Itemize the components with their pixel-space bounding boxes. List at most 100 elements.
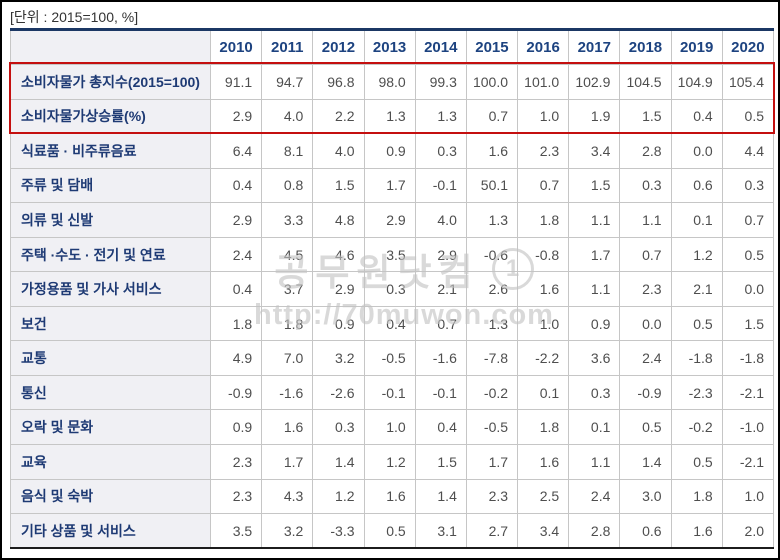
value-cell: -1.6 xyxy=(261,374,314,411)
value-cell: 0.3 xyxy=(414,133,467,169)
value-cell: 4.0 xyxy=(261,98,314,135)
value-cell: 0.1 xyxy=(670,202,723,238)
header-year-2016: 2016 xyxy=(517,29,570,65)
value-cell: 1.4 xyxy=(414,478,467,515)
value-cell: 0.3 xyxy=(619,167,672,204)
value-cell: 0.1 xyxy=(517,374,570,411)
value-cell: -0.9 xyxy=(619,374,672,411)
value-cell: 1.0 xyxy=(517,305,570,342)
value-cell: 2.8 xyxy=(619,133,672,169)
table-row: 교육 2.3 1.7 1.4 1.2 1.5 1.7 1.6 1.1 1.4 0.5 -2.1 xyxy=(10,444,775,480)
header-year-2013: 2013 xyxy=(363,29,416,65)
value-cell: 0.5 xyxy=(670,444,723,480)
value-cell: -0.9 xyxy=(209,374,263,411)
value-cell: 1.8 xyxy=(517,409,570,446)
header-year-2019: 2019 xyxy=(670,29,723,65)
value-cell: 0.9 xyxy=(568,305,621,342)
value-cell: 4.6 xyxy=(312,236,365,273)
value-cell: 2.6 xyxy=(465,271,519,307)
value-cell: 1.1 xyxy=(568,444,621,480)
value-cell: 2.4 xyxy=(619,340,672,376)
value-cell: 2.5 xyxy=(517,478,570,515)
value-cell: 1.4 xyxy=(619,444,672,480)
value-cell: 4.8 xyxy=(312,202,365,238)
value-cell: 2.7 xyxy=(465,513,519,549)
row-label: 식료품 · 비주류음료 xyxy=(10,133,211,169)
value-cell: 1.6 xyxy=(517,271,570,307)
value-cell: 0.8 xyxy=(261,167,314,204)
table-row: 보건 1.8 1.8 0.9 0.4 0.7 1.3 1.0 0.9 0.0 0.5 1.5 xyxy=(10,305,775,342)
value-cell: -0.2 xyxy=(465,374,519,411)
value-cell: -0.6 xyxy=(465,236,519,273)
row-label: 소비자물가 총지수(2015=100) xyxy=(10,64,211,100)
value-cell: 1.3 xyxy=(414,98,467,135)
value-cell: 1.7 xyxy=(261,444,314,480)
value-cell: 102.9 xyxy=(568,64,621,100)
value-cell: 0.5 xyxy=(721,236,775,273)
cpi-table: 2010 2011 2012 2013 2014 2015 2016 2017 2018 2019… xyxy=(10,28,775,550)
value-cell: 3.6 xyxy=(568,340,621,376)
row-label: 소비자물가상승률(%) xyxy=(10,98,211,135)
value-cell: 4.3 xyxy=(261,478,314,515)
value-cell: 0.3 xyxy=(721,167,775,204)
row-label: 통신 xyxy=(10,374,211,411)
row-label: 주택 ·수도 · 전기 및 연료 xyxy=(10,236,211,273)
value-cell: -7.8 xyxy=(465,340,519,376)
value-cell: 91.1 xyxy=(209,64,263,100)
unit-note: [단위 : 2015=100, %] xyxy=(10,9,139,25)
value-cell: -2.3 xyxy=(670,374,723,411)
value-cell: 0.5 xyxy=(619,409,672,446)
value-cell: 0.0 xyxy=(721,271,775,307)
value-cell: 2.2 xyxy=(312,98,365,135)
value-cell: 104.9 xyxy=(670,64,723,100)
value-cell: 2.0 xyxy=(721,513,775,549)
value-cell: 2.9 xyxy=(363,202,416,238)
value-cell: 3.1 xyxy=(414,513,467,549)
value-cell: -0.2 xyxy=(670,409,723,446)
value-cell: -1.6 xyxy=(414,340,467,376)
value-cell: 0.6 xyxy=(619,513,672,549)
value-cell: 0.0 xyxy=(670,133,723,169)
value-cell: 4.9 xyxy=(209,340,263,376)
value-cell: 105.4 xyxy=(721,64,775,100)
value-cell: -2.1 xyxy=(721,444,775,480)
value-cell: 2.9 xyxy=(312,271,365,307)
value-cell: 1.3 xyxy=(465,305,519,342)
value-cell: 0.5 xyxy=(721,98,775,135)
table-row: 음식 및 숙박 2.3 4.3 1.2 1.6 1.4 2.3 2.5 2.4 3.0 1.8 1.0 xyxy=(10,478,775,515)
value-cell: 2.1 xyxy=(414,271,467,307)
value-cell: 1.2 xyxy=(670,236,723,273)
value-cell: 1.7 xyxy=(568,236,621,273)
value-cell: 1.5 xyxy=(312,167,365,204)
value-cell: 2.4 xyxy=(568,478,621,515)
value-cell: 0.9 xyxy=(209,409,263,446)
row-label: 주류 및 담배 xyxy=(10,167,211,204)
value-cell: 1.6 xyxy=(261,409,314,446)
value-cell: 2.9 xyxy=(209,98,263,135)
value-cell: 2.3 xyxy=(517,133,570,169)
value-cell: 94.7 xyxy=(261,64,314,100)
value-cell: 0.7 xyxy=(517,167,570,204)
value-cell: 2.3 xyxy=(209,478,263,515)
value-cell: 1.6 xyxy=(363,478,416,515)
value-cell: -2.1 xyxy=(721,374,775,411)
value-cell: 1.8 xyxy=(209,305,263,342)
value-cell: -0.8 xyxy=(517,236,570,273)
value-cell: 1.5 xyxy=(721,305,775,342)
header-year-2020: 2020 xyxy=(721,29,775,65)
table-row: 의류 및 신발 2.9 3.3 4.8 2.9 4.0 1.3 1.8 1.1 1.1 0.1 0.7 xyxy=(10,202,775,238)
value-cell: 1.0 xyxy=(517,98,570,135)
value-cell: -2.6 xyxy=(312,374,365,411)
value-cell: 100.0 xyxy=(465,64,519,100)
header-year-2010: 2010 xyxy=(209,29,263,65)
value-cell: 4.5 xyxy=(261,236,314,273)
value-cell: 0.4 xyxy=(414,409,467,446)
header-year-2011: 2011 xyxy=(261,29,314,65)
value-cell: 0.9 xyxy=(312,305,365,342)
value-cell: 3.4 xyxy=(568,133,621,169)
value-cell: -0.5 xyxy=(363,340,416,376)
value-cell: 0.3 xyxy=(568,374,621,411)
value-cell: 0.4 xyxy=(209,167,263,204)
value-cell: 3.7 xyxy=(261,271,314,307)
value-cell: 3.3 xyxy=(261,202,314,238)
